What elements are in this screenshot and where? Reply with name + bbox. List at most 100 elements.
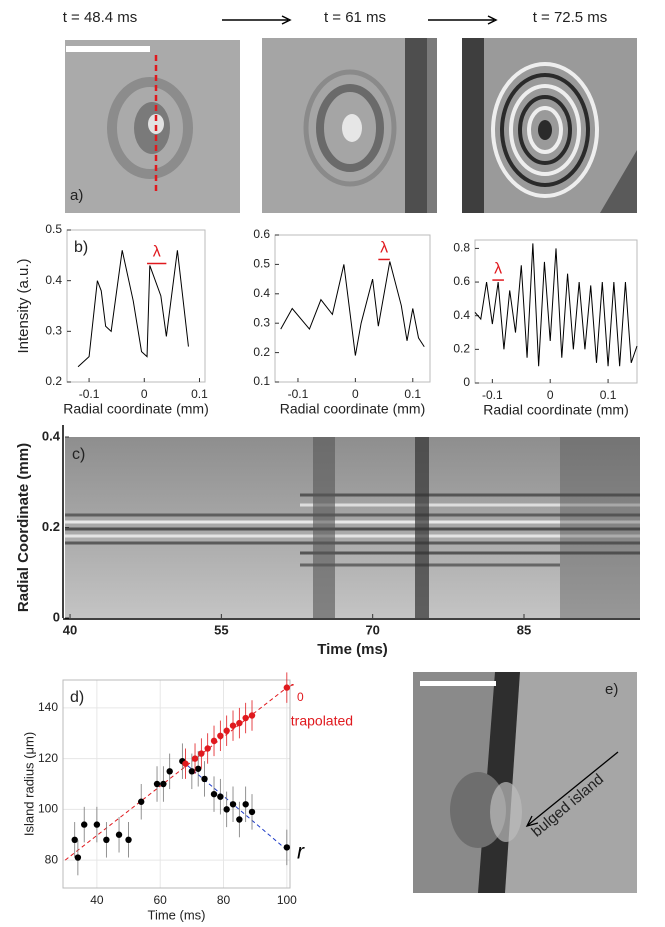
point (71, 836, 78, 844)
point (93, 821, 101, 828)
x-tick-label: 70 (365, 622, 379, 637)
panel-label: e) (605, 681, 618, 698)
point (217, 793, 224, 800)
point (283, 684, 291, 691)
lambda-label: λ (380, 240, 388, 257)
y-tick-label: 100 (38, 802, 58, 816)
point (242, 714, 249, 722)
plot-frame (66, 229, 206, 383)
panel-label: a) (70, 187, 83, 204)
point (217, 732, 224, 740)
point (210, 737, 218, 745)
x-tick-label: 0 (352, 387, 359, 401)
point (166, 768, 173, 775)
y-tick-label: 80 (45, 852, 59, 866)
point (223, 727, 230, 734)
data-line (280, 261, 425, 356)
point (198, 750, 205, 757)
kymograph (65, 437, 640, 618)
annotation: extrapolated (276, 713, 353, 729)
y-axis-label: Intensity (a.u.) (15, 258, 32, 353)
plot-frame (62, 679, 291, 889)
point (210, 790, 218, 798)
y-tick-label: 0.4 (253, 286, 270, 300)
y-tick-label: 0.4 (453, 308, 470, 322)
point (191, 755, 199, 762)
point (115, 831, 123, 838)
point (201, 775, 208, 783)
x-tick-label: 60 (154, 893, 168, 907)
plot-frame (274, 234, 431, 383)
x-axis-label: Radial coordinate (mm) (63, 401, 209, 417)
y-tick-label: 0.3 (253, 315, 270, 329)
x-axis-label: Time (ms) (317, 641, 388, 658)
point (188, 768, 196, 775)
data-line (474, 243, 638, 367)
y-tick-label: 0.1 (253, 374, 270, 388)
point (229, 801, 237, 808)
panel-label: c) (72, 446, 85, 463)
x-tick-label: 85 (517, 622, 531, 637)
arrows (222, 15, 498, 25)
y-tick-label: 0.2 (253, 345, 270, 359)
data-line (77, 250, 189, 368)
y-tick-label: 0 (463, 375, 470, 389)
point (103, 836, 110, 844)
lambda-label: λ (494, 260, 502, 277)
x-tick-label: 40 (63, 622, 77, 637)
x-tick-label: 80 (217, 893, 231, 907)
lambda-label: λ (153, 244, 161, 261)
x-tick-label: 0 (547, 388, 554, 402)
fit-line (182, 760, 288, 851)
image-a1: a) (65, 40, 240, 213)
y-tick-label: 0 (53, 609, 60, 624)
y-tick-label: 0.6 (253, 227, 270, 241)
point (283, 844, 291, 851)
plot-frame (474, 239, 638, 384)
panel-label: b) (74, 239, 88, 256)
y-tick-label: 0.2 (45, 374, 62, 388)
y-tick-label: 0.3 (45, 324, 62, 338)
point (125, 836, 132, 844)
panel-label: d) (70, 689, 84, 706)
point (248, 712, 256, 719)
point (81, 821, 88, 828)
x-axis-label: Radial coordinate (mm) (280, 401, 426, 417)
point (229, 722, 237, 729)
x-tick-label: -0.1 (482, 388, 503, 402)
image-a2 (262, 38, 437, 213)
point (242, 801, 249, 808)
x-axis-label: Time (ms) (147, 907, 205, 922)
x-tick-label: 40 (90, 893, 104, 907)
y-tick-label: 0.5 (45, 222, 62, 236)
y-tick-label: 120 (38, 751, 58, 765)
x-tick-label: 0.1 (404, 387, 421, 401)
x-tick-label: -0.1 (288, 387, 309, 401)
image-a3 (462, 38, 637, 213)
point (153, 780, 161, 788)
time-label: t = 48.4 ms (63, 9, 138, 26)
point (204, 745, 211, 752)
point (182, 760, 189, 767)
y-axis-label: Island radius (μm) (21, 732, 36, 836)
y-tick-label: 140 (38, 700, 58, 714)
x-tick-label: 0.1 (600, 388, 617, 402)
y-tick-label: 0.2 (42, 519, 60, 534)
x-tick-label: 0.1 (191, 387, 208, 401)
point (137, 798, 145, 805)
point (236, 719, 243, 727)
image-e: e) bulged island (413, 672, 637, 893)
time-label: t = 61 ms (324, 9, 386, 26)
point (236, 816, 243, 823)
y-tick-label: 0.6 (453, 274, 470, 288)
y-tick-label: 0.8 (453, 241, 470, 255)
y-tick-label: 0.4 (45, 273, 62, 287)
y-tick-label: 0.4 (42, 428, 61, 443)
x-axis-label: Radial coordinate (mm) (483, 402, 629, 418)
time-label: t = 72.5 ms (533, 9, 608, 26)
x-tick-label: 0 (141, 387, 148, 401)
point (194, 765, 202, 772)
annotation: r (297, 841, 305, 864)
